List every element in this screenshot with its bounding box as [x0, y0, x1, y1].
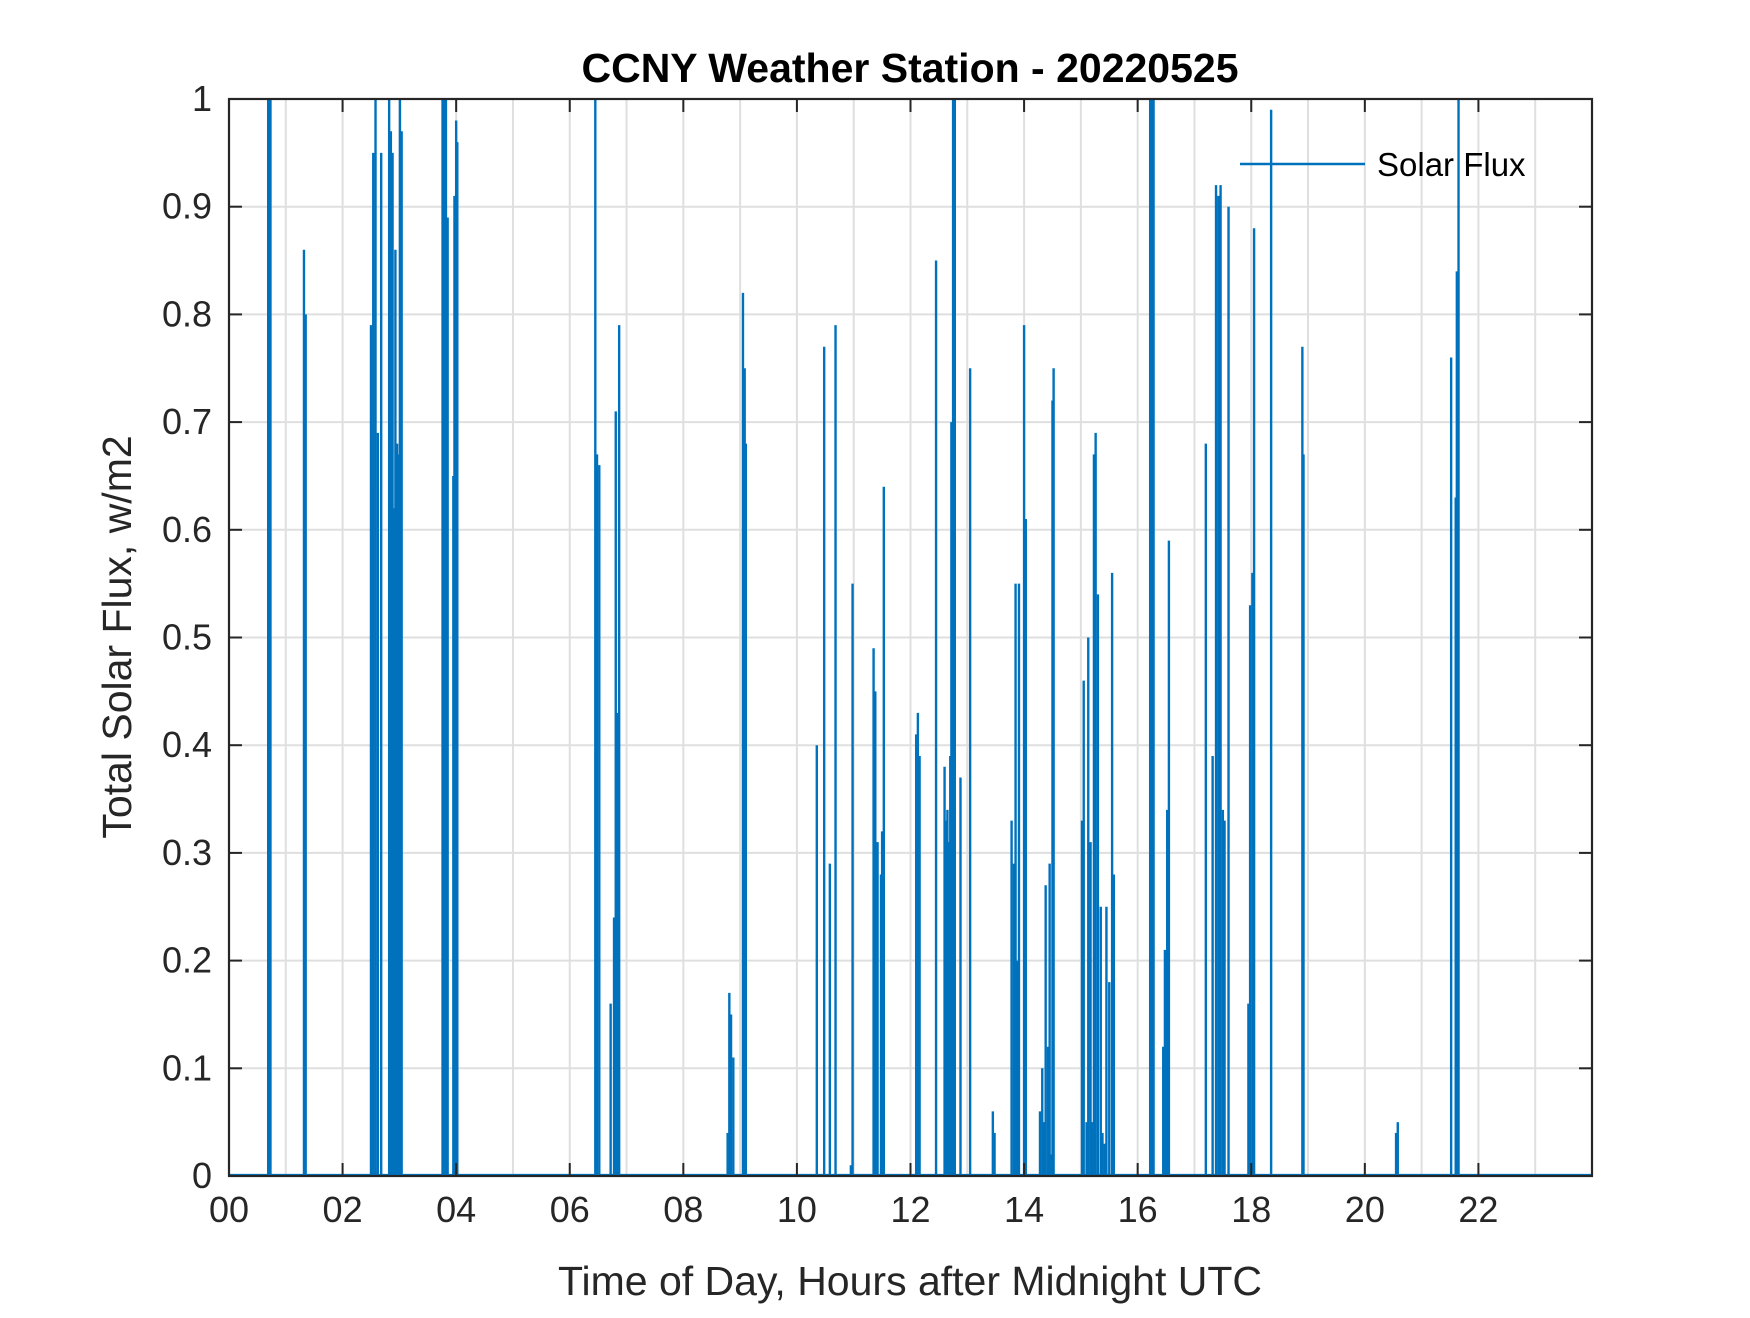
legend-label-solar-flux: Solar Flux — [1377, 146, 1526, 183]
x-tick-label: 22 — [1458, 1189, 1498, 1230]
y-tick-label: 0 — [192, 1155, 212, 1196]
x-tick-label: 20 — [1345, 1189, 1385, 1230]
data-series-solar-flux — [229, 99, 1592, 1177]
y-tick-label: 0.2 — [162, 940, 212, 981]
x-tick-label: 18 — [1231, 1189, 1271, 1230]
x-tick-label: 04 — [436, 1189, 476, 1230]
y-tick-label: 0.1 — [162, 1047, 212, 1088]
chart-title: CCNY Weather Station - 20220525 — [581, 45, 1238, 91]
axis-ticks — [228, 98, 1592, 1177]
x-tick-label: 16 — [1118, 1189, 1158, 1230]
y-tick-label: 0.7 — [162, 401, 212, 442]
plot-frame — [227, 97, 1594, 1178]
x-axis-label: Time of Day, Hours after Midnight UTC — [558, 1258, 1262, 1304]
y-tick-label: 0.3 — [162, 832, 212, 873]
legend: Solar Flux — [1240, 146, 1526, 183]
x-tick-label: 02 — [323, 1189, 363, 1230]
y-tick-label: 1 — [192, 78, 212, 119]
y-tick-label: 0.8 — [162, 293, 212, 334]
x-tick-label: 10 — [777, 1189, 817, 1230]
x-tick-label: 08 — [663, 1189, 703, 1230]
y-tick-labels: 0 0.1 0.2 0.3 0.4 0.5 0.6 0.7 0.8 0.9 1 — [162, 78, 212, 1196]
y-tick-label: 0.6 — [162, 509, 212, 550]
y-axis-label: Total Solar Flux, w/m2 — [94, 435, 140, 838]
x-tick-label: 06 — [550, 1189, 590, 1230]
y-tick-label: 0.4 — [162, 724, 212, 765]
y-tick-label: 0.9 — [162, 186, 212, 227]
x-tick-label: 14 — [1004, 1189, 1044, 1230]
x-tick-labels: 00 02 04 06 08 10 12 14 16 18 20 22 — [209, 1189, 1498, 1230]
x-tick-label: 00 — [209, 1189, 249, 1230]
x-tick-label: 12 — [890, 1189, 930, 1230]
y-tick-label: 0.5 — [162, 617, 212, 658]
